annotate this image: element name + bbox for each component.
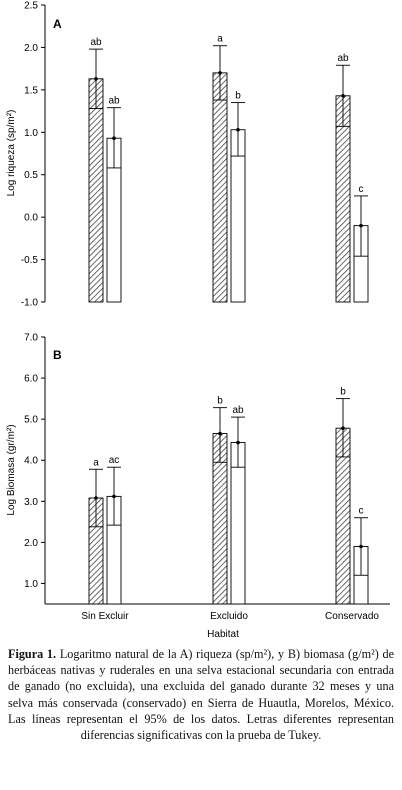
panel-b-mean-point — [112, 494, 116, 499]
panel-a-bars: ab a ab ab b c — [88, 34, 369, 303]
panel-b-significance-letter: c — [359, 506, 364, 517]
x-tick-label: Excluido — [210, 611, 248, 622]
y-tick-label: 7.0 — [24, 333, 38, 344]
y-tick-label: 2.0 — [24, 43, 38, 54]
panel-b-mean-point — [341, 426, 345, 430]
caption-text: Logaritmo natural de la A) riqueza (sp/m… — [8, 647, 395, 743]
panel-a-significance-letter: ab — [90, 37, 102, 48]
x-tick-label: Sin Excluir — [81, 611, 129, 622]
panel-a-bar — [212, 72, 228, 303]
y-tick-label: 2.0 — [24, 538, 38, 549]
y-tick-label: 0.0 — [24, 213, 38, 224]
y-tick-label: 5.0 — [24, 415, 38, 426]
panel-b-significance-letter: a — [93, 457, 99, 468]
figure: A Log riqueza (sp/m²) -1.0-0.50.00.51.01… — [6, 1, 390, 640]
panel-a-significance-letter: ab — [337, 53, 349, 64]
y-tick-label: -0.5 — [21, 255, 39, 266]
panel-b-mean-point — [94, 496, 98, 500]
panel-b-significance-letter: ac — [109, 455, 120, 466]
panel-a-mean-point — [236, 127, 240, 132]
panel-a-y-axis-title: Log riqueza (sp/m²) — [6, 110, 17, 197]
panel-a-significance-letter: a — [217, 34, 223, 45]
x-tick-label: Conservado — [325, 611, 379, 622]
panel-a-significance-letter: ab — [108, 96, 120, 107]
y-tick-label: 6.0 — [24, 374, 38, 385]
panel-a-mean-point — [359, 223, 363, 228]
panel-b-y-ticks: 1.0 2.0 3.0 4.0 5.0 6.0 7.0 — [24, 333, 45, 590]
y-tick-label: 4.0 — [24, 456, 38, 467]
panel-a-label: A — [53, 17, 62, 31]
panel-a: A Log riqueza (sp/m²) -1.0 -0.5 0.0 0.5 1.0 1… — [6, 1, 369, 309]
y-tick-label: 1.0 — [24, 128, 38, 139]
panel-a-mean-point — [94, 77, 98, 81]
panel-b-label: B — [53, 348, 62, 362]
caption-label: Figura 1. — [8, 647, 57, 661]
y-tick-label: 0.5 — [24, 170, 38, 181]
figure-caption: Figura 1. Logaritmo natural de la A) riq… — [8, 646, 394, 743]
y-tick-label: 2.5 — [24, 1, 38, 12]
panel-a-y-ticks: -1.0 -0.5 0.0 0.5 1.0 1.5 2.0 2.5 — [21, 1, 45, 309]
panel-a-mean-point — [218, 71, 222, 75]
panel-a-significance-letter: c — [359, 184, 364, 195]
y-tick-label: 1.5 — [24, 85, 38, 96]
panel-a-significance-letter: b — [235, 91, 241, 102]
panel-b-mean-point — [218, 431, 222, 436]
panel-a-bar — [88, 78, 104, 303]
panel-b-y-axis-title: Log Biomasa (gr/m²) — [6, 424, 17, 515]
panel-b-significance-letter: b — [217, 396, 223, 407]
y-tick-label: 1.0 — [24, 579, 38, 590]
x-tick-labels: Sin Excluir Excluido Conservado — [81, 611, 379, 622]
panel-b: B Log Biomasa (gr/m²) Habitat 1.0 2.0 3.0 4… — [6, 333, 390, 640]
panel-a-mean-point — [112, 136, 116, 141]
panel-b-mean-point — [236, 440, 240, 445]
panel-b-significance-letter: ab — [232, 405, 244, 416]
panel-b-significance-letter: b — [340, 387, 346, 398]
x-axis-title: Habitat — [207, 629, 239, 640]
panel-a-mean-point — [341, 93, 345, 98]
panel-b-mean-point — [359, 544, 363, 549]
y-tick-label: -1.0 — [21, 298, 39, 309]
y-tick-label: 3.0 — [24, 497, 38, 508]
